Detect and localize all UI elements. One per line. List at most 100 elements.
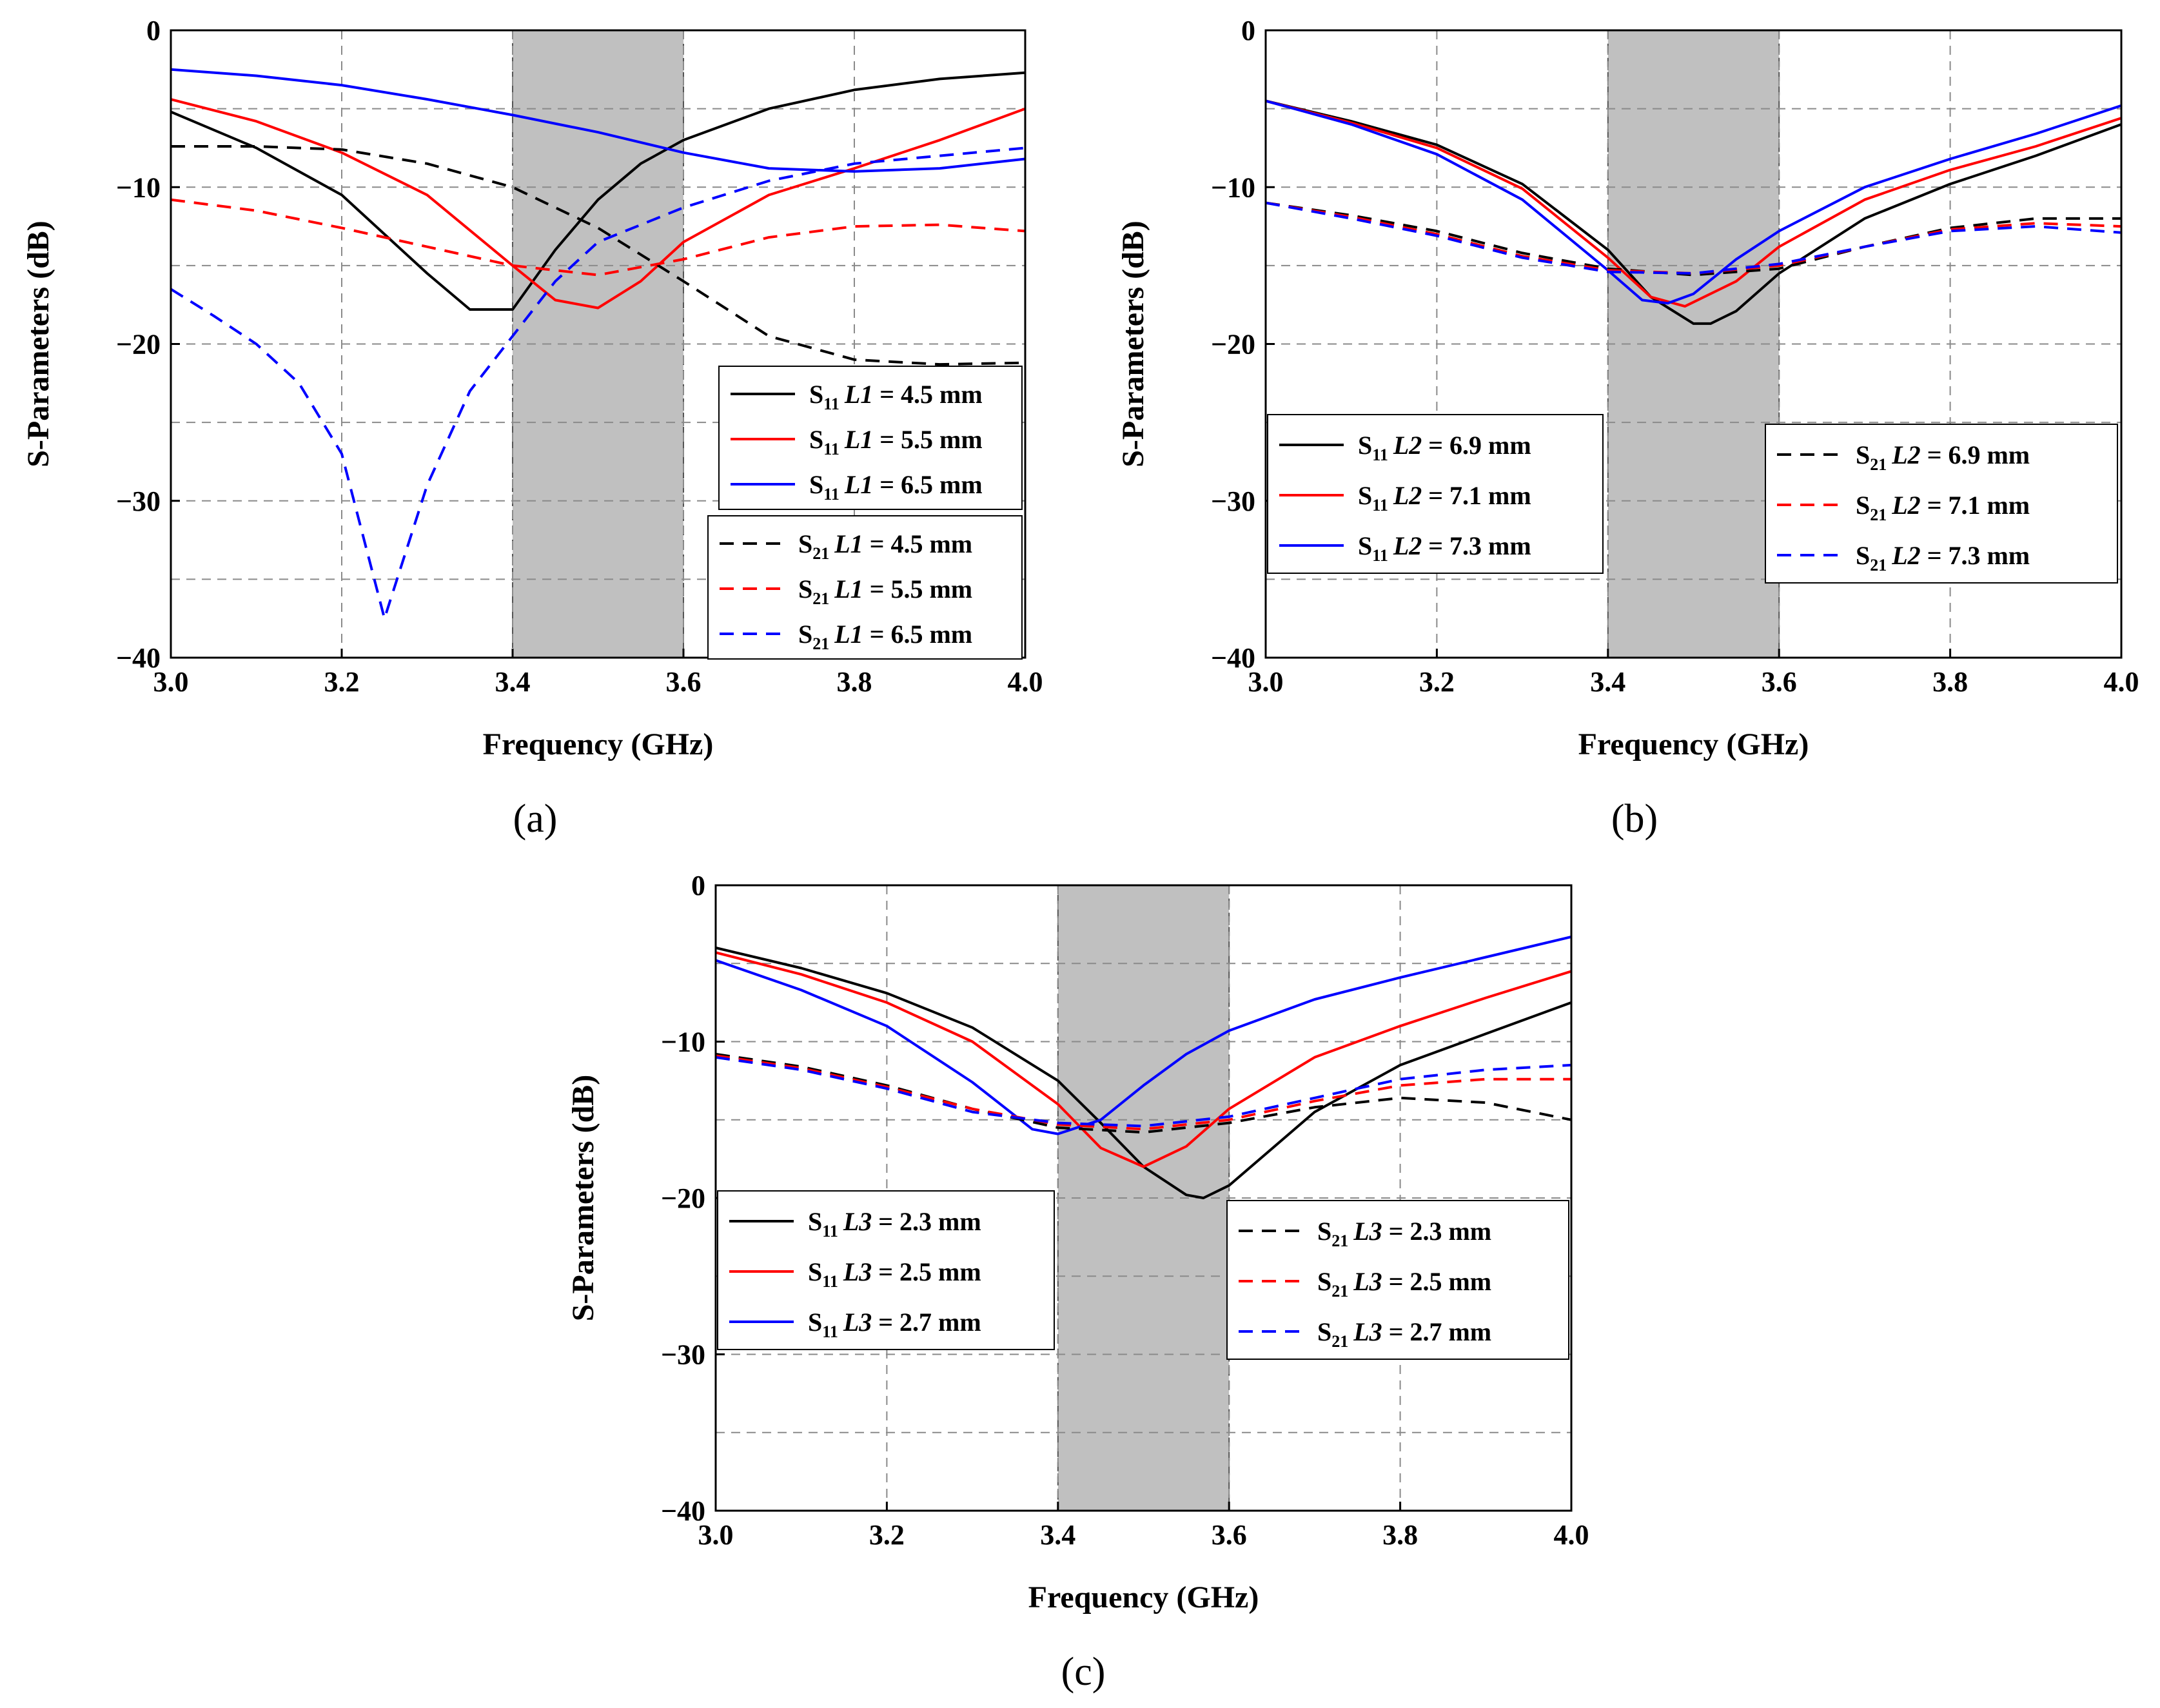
- legend-param: S: [1856, 491, 1870, 520]
- x-tick-label: 3.4: [495, 666, 531, 698]
- legend-label: S21 L3 = 2.7 mm: [1317, 1317, 1491, 1351]
- legend-param: S: [1317, 1267, 1331, 1296]
- legend-var: L3: [843, 1308, 872, 1337]
- legend-value: = 4.5 mm: [870, 529, 972, 558]
- y-tick-label: −40: [661, 1495, 705, 1527]
- x-tick-label: 3.6: [1212, 1519, 1247, 1551]
- legend-label: S21 L3 = 2.3 mm: [1317, 1217, 1491, 1250]
- legend-label: S11 L3 = 2.3 mm: [808, 1207, 981, 1241]
- y-tick-label: 0: [1241, 15, 1255, 46]
- legend-value: = 7.3 mm: [1428, 531, 1531, 560]
- y-tick-label: −10: [116, 172, 161, 203]
- x-tick-label: 3.4: [1590, 666, 1625, 698]
- x-tick-label: 3.6: [1762, 666, 1797, 698]
- series-line-11-6-9: [1266, 99, 2121, 325]
- series-line-11-7-1: [1266, 99, 2121, 308]
- y-tick-label: −10: [661, 1026, 705, 1058]
- legend-var: L1: [834, 620, 863, 649]
- series-line-11-6-5: [171, 68, 1025, 173]
- x-tick-label: 3.0: [153, 666, 189, 698]
- legend-var: L2: [1891, 440, 1920, 469]
- legend-param: S: [798, 529, 812, 558]
- x-tick-label: 3.8: [1382, 1519, 1418, 1551]
- y-tick-label: −10: [1211, 172, 1255, 203]
- x-tick-label: 3.0: [1248, 666, 1284, 698]
- legend-value: = 7.1 mm: [1927, 491, 2030, 520]
- legend-param: S: [1358, 481, 1372, 510]
- legend-value: = 2.3 mm: [1389, 1217, 1491, 1246]
- legend-sub: 21: [1331, 1282, 1348, 1301]
- y-tick-label: 0: [691, 870, 705, 901]
- legend-param: S: [1856, 541, 1870, 570]
- legend-label: S21 L1 = 4.5 mm: [798, 529, 972, 563]
- legend-label: S21 L3 = 2.5 mm: [1317, 1267, 1491, 1301]
- legend-value: = 2.5 mm: [878, 1257, 981, 1286]
- series-line-21-5-5: [171, 198, 1025, 277]
- chart-c: 3.0 3.2 3.4 3.6 3.8 4.0 0 −10 −20 −30 −40 Frequency…: [566, 870, 1589, 1694]
- legend-param: S: [809, 380, 823, 409]
- legend-label: S21 L2 = 7.3 mm: [1856, 541, 2030, 574]
- series-line-11-4-5: [171, 71, 1025, 311]
- series-line-21-6-5: [171, 146, 1025, 620]
- legend-sub: 11: [823, 485, 839, 504]
- x-axis-title: Frequency (GHz): [1578, 727, 1809, 761]
- y-tick-label: −30: [661, 1339, 705, 1371]
- legend-value: = 6.9 mm: [1927, 440, 2030, 469]
- x-tick-label: 4.0: [2104, 666, 2139, 698]
- legend-sub: 11: [822, 1272, 838, 1291]
- legend-var: L2: [1393, 431, 1422, 460]
- series-line-11-5-5: [171, 98, 1025, 309]
- legend-var: L2: [1891, 541, 1920, 570]
- legend-param: S: [798, 574, 812, 604]
- legend-var: L1: [834, 574, 863, 604]
- legend-sub: 21: [1870, 506, 1887, 524]
- series-line-11-2-3: [716, 947, 1571, 1199]
- series-line-21-7-3: [1266, 201, 2121, 275]
- legend-param: S: [808, 1257, 822, 1286]
- legend-var: L3: [1353, 1317, 1382, 1346]
- legend-label: S11 L3 = 2.5 mm: [808, 1257, 981, 1291]
- legend-value: = 2.7 mm: [878, 1308, 981, 1337]
- y-tick-label: −20: [1211, 329, 1255, 360]
- legend-label: S21 L2 = 7.1 mm: [1856, 491, 2030, 524]
- legend-sub: 21: [812, 634, 829, 653]
- x-tick-label: 3.8: [1932, 666, 1968, 698]
- legend-label: S11 L1 = 5.5 mm: [809, 425, 983, 458]
- series-line-11-2-5: [716, 951, 1571, 1168]
- legend-param: S: [808, 1207, 822, 1236]
- legend-label: S11 L1 = 6.5 mm: [809, 470, 983, 504]
- legend-var: L1: [844, 470, 873, 499]
- legend-param: S: [1358, 531, 1372, 560]
- legend-value: = 4.5 mm: [879, 380, 982, 409]
- legend-var: L1: [844, 380, 873, 409]
- legend-label: S11 L2 = 7.1 mm: [1358, 481, 1531, 515]
- y-tick-label: −20: [116, 329, 161, 360]
- chart-caption: (c): [1061, 1650, 1106, 1694]
- legend-sub: 11: [1372, 546, 1388, 565]
- legend-param: S: [798, 620, 812, 649]
- legend-param: S: [1317, 1217, 1331, 1246]
- legend-var: L2: [1393, 531, 1422, 560]
- chart-b: 3.0 3.2 3.4 3.6 3.8 4.0 0 −10 −20 −30 −40 Frequency…: [1116, 15, 2139, 841]
- series-line-21-4-5: [171, 145, 1025, 366]
- x-axis-title: Frequency (GHz): [1028, 1580, 1259, 1615]
- legend-sub: 11: [822, 1222, 838, 1241]
- x-tick-label: 3.8: [837, 666, 872, 698]
- legend-value: = 2.7 mm: [1389, 1317, 1491, 1346]
- x-tick-label: 3.4: [1040, 1519, 1075, 1551]
- x-tick-label: 3.2: [869, 1519, 905, 1551]
- chart-caption: (b): [1611, 797, 1658, 841]
- series-line-21-2-7: [716, 1055, 1571, 1128]
- legend-sub: 21: [1331, 1332, 1348, 1351]
- legend-value: = 6.5 mm: [870, 620, 972, 649]
- y-axis-title: S-Parameters (dB): [1116, 221, 1150, 467]
- legend-param: S: [808, 1308, 822, 1337]
- legend-sub: 11: [1372, 446, 1388, 464]
- y-axis-title: S-Parameters (dB): [21, 221, 55, 467]
- x-tick-label: 4.0: [1008, 666, 1043, 698]
- x-tick-label: 3.6: [666, 666, 702, 698]
- legend-var: L3: [843, 1207, 872, 1236]
- legend-var: L2: [1891, 491, 1920, 520]
- legend-var: L3: [843, 1257, 872, 1286]
